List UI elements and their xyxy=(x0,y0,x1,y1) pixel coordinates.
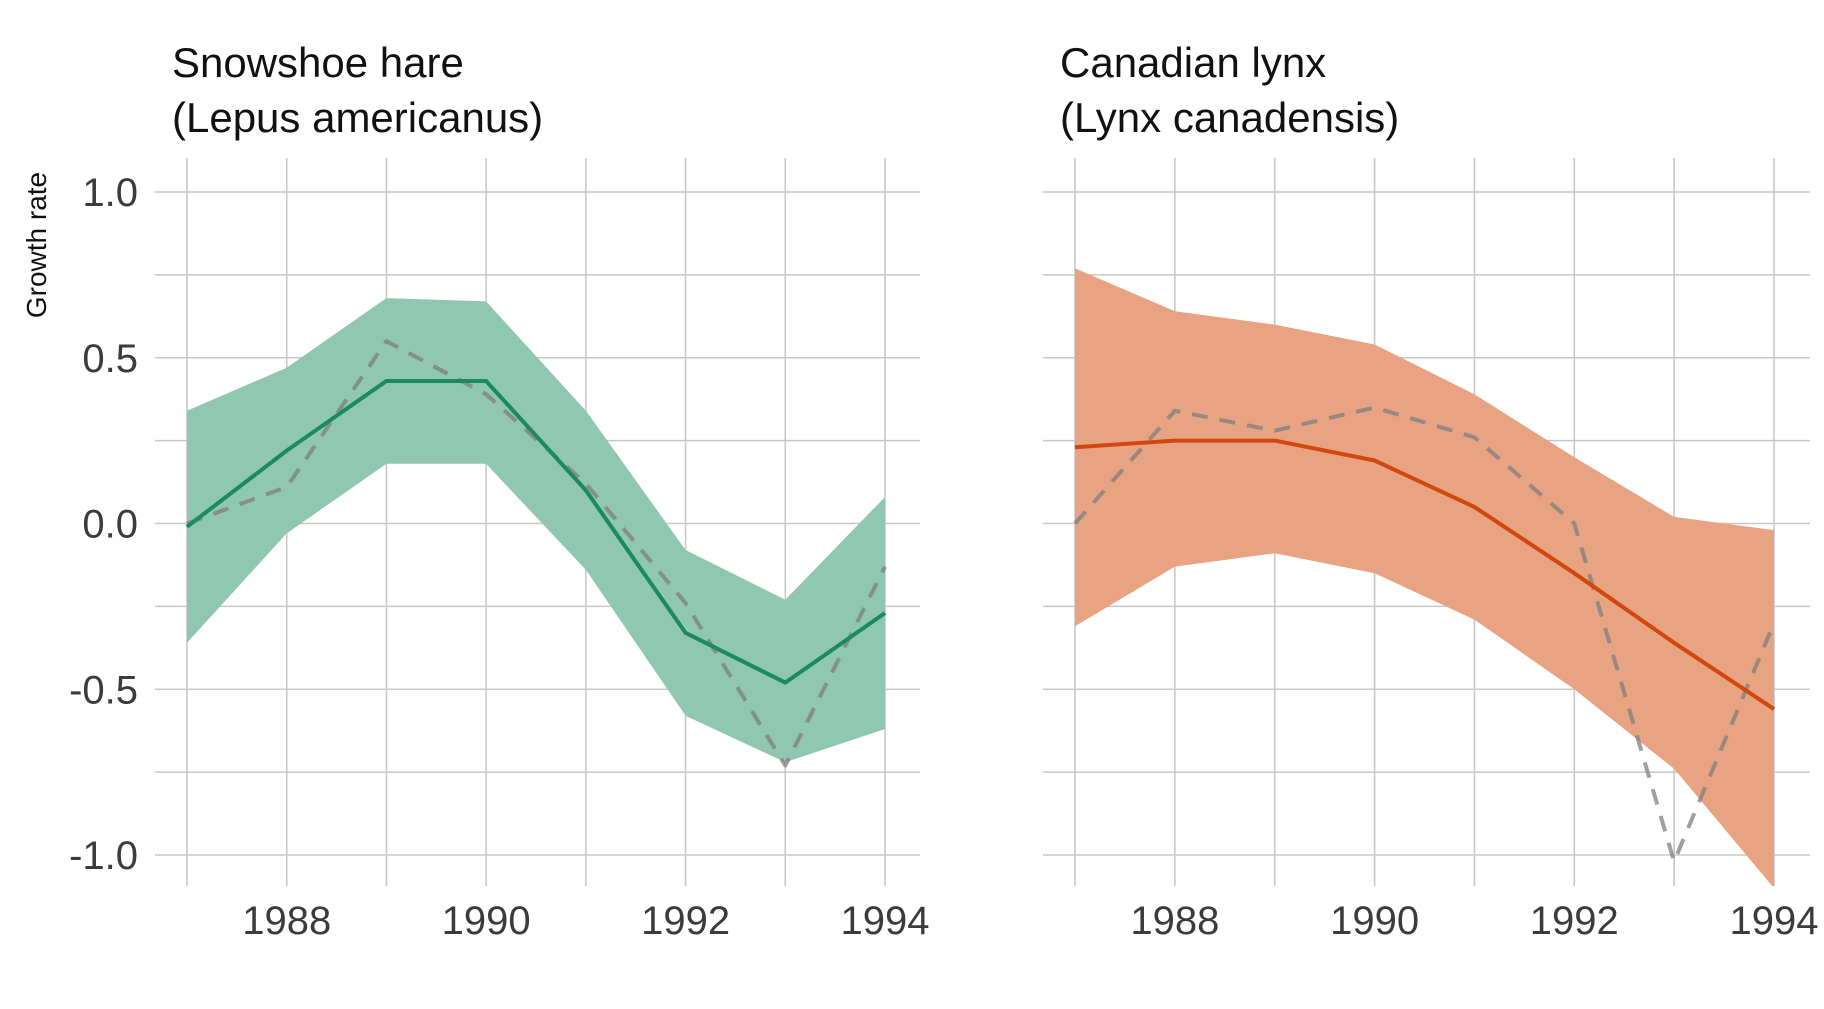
y-tick-label: 1.0 xyxy=(82,171,138,215)
y-tick-label: 0.5 xyxy=(82,337,138,381)
y-tick-label: -1.0 xyxy=(69,834,138,878)
panel-title-line2: (Lynx canadensis) xyxy=(1060,94,1399,141)
x-tick-label: 1994 xyxy=(841,899,930,943)
x-tick-label: 1988 xyxy=(242,899,331,943)
x-tick-label: 1988 xyxy=(1130,899,1219,943)
y-tick-label: -0.5 xyxy=(69,668,138,712)
panel-title-line1: Snowshoe hare xyxy=(172,39,464,86)
observed-line xyxy=(1073,405,1776,864)
x-tick-label: 1994 xyxy=(1730,899,1819,943)
confidence-band xyxy=(1075,268,1774,886)
x-tick-label: 1992 xyxy=(641,899,730,943)
panel-marks xyxy=(185,298,887,768)
confidence-band xyxy=(187,298,885,763)
fitted-line xyxy=(185,379,887,685)
panel-title-line1: Canadian lynx xyxy=(1060,39,1326,86)
fitted-line xyxy=(1074,438,1776,711)
y-tick-label: 0.0 xyxy=(82,503,138,547)
panel-title-line2: (Lepus americanus) xyxy=(172,94,543,141)
x-tick-label: 1990 xyxy=(1330,899,1419,943)
panel-hare: 1988 1990 1992 1994 1.0 0.5 0.0 -0.5 -1.0 Snowsho… xyxy=(21,39,929,943)
y-axis-title: Growth rate xyxy=(21,172,52,318)
observed-line xyxy=(186,339,887,768)
x-tick-label: 1990 xyxy=(442,899,531,943)
panel-lynx: 1988 1990 1992 1994 Canadian lynx (Lynx canad… xyxy=(1043,39,1818,943)
panel-marks xyxy=(1073,268,1776,886)
x-tick-label: 1992 xyxy=(1530,899,1619,943)
